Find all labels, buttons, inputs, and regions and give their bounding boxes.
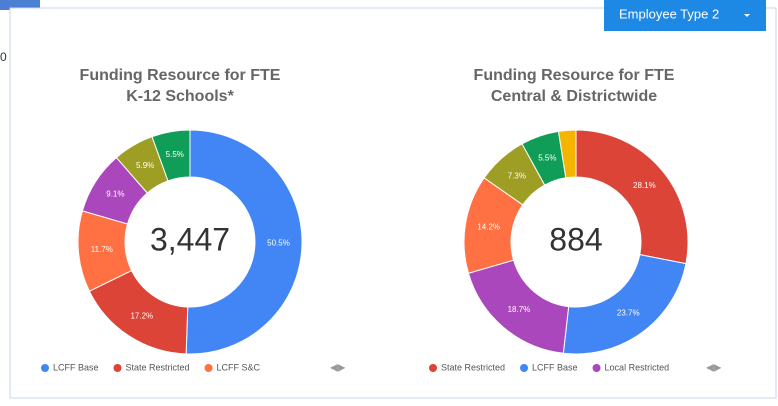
- legend-label: LCFF Base: [53, 362, 99, 372]
- legend-swatch: [41, 364, 49, 372]
- legend-pager[interactable]: ◀▶: [330, 363, 346, 374]
- chart-title: Funding Resource for FTE: [80, 67, 281, 84]
- dropdown-button[interactable]: [604, 0, 766, 31]
- slice-label: 28.1%: [633, 181, 656, 190]
- donut-slice: [151, 129, 191, 182]
- chart-title: Funding Resource for FTE: [474, 67, 675, 84]
- donut-slice: [557, 129, 577, 179]
- legend-label: LCFF Base: [532, 362, 578, 372]
- dropdown-caret: [744, 14, 750, 17]
- slice-label: 50.5%: [267, 239, 290, 248]
- legend-swatch: [520, 364, 529, 372]
- legend-pager[interactable]: ◀▶: [706, 363, 722, 374]
- slice-label: 5.5%: [538, 153, 556, 162]
- slice-label: 18.7%: [508, 305, 531, 314]
- slice-label: 11.7%: [91, 245, 113, 254]
- legend-swatch: [204, 364, 213, 372]
- slice-label: 23.7%: [617, 309, 640, 318]
- legend-label: State Restricted: [126, 362, 190, 372]
- chart-title: Central & Districtwide: [491, 88, 657, 105]
- donut-slice: [185, 129, 303, 355]
- slice-label: 14.2%: [477, 223, 500, 232]
- legend-swatch: [113, 364, 122, 372]
- slice-label: 9.1%: [106, 190, 124, 199]
- header-strip: [0, 0, 40, 10]
- legend-swatch: [429, 364, 437, 372]
- donut-slice: [575, 129, 689, 265]
- partial-text: 0: [0, 50, 7, 64]
- legend-label: LCFF S&C: [217, 362, 261, 372]
- slice-label: 17.2%: [130, 311, 153, 320]
- chart-title: K-12 Schools*: [126, 88, 234, 105]
- legend-label: Local Restricted: [605, 362, 670, 372]
- slice-label: 5.5%: [166, 150, 184, 159]
- legend-swatch: [592, 364, 601, 372]
- slice-label: 7.3%: [508, 171, 526, 180]
- center-total: 884: [549, 221, 602, 257]
- center-total: 3,447: [150, 221, 230, 257]
- slice-label: 5.9%: [136, 161, 154, 170]
- legend-label: State Restricted: [441, 362, 505, 372]
- dropdown-label: Employee Type 2: [619, 6, 719, 21]
